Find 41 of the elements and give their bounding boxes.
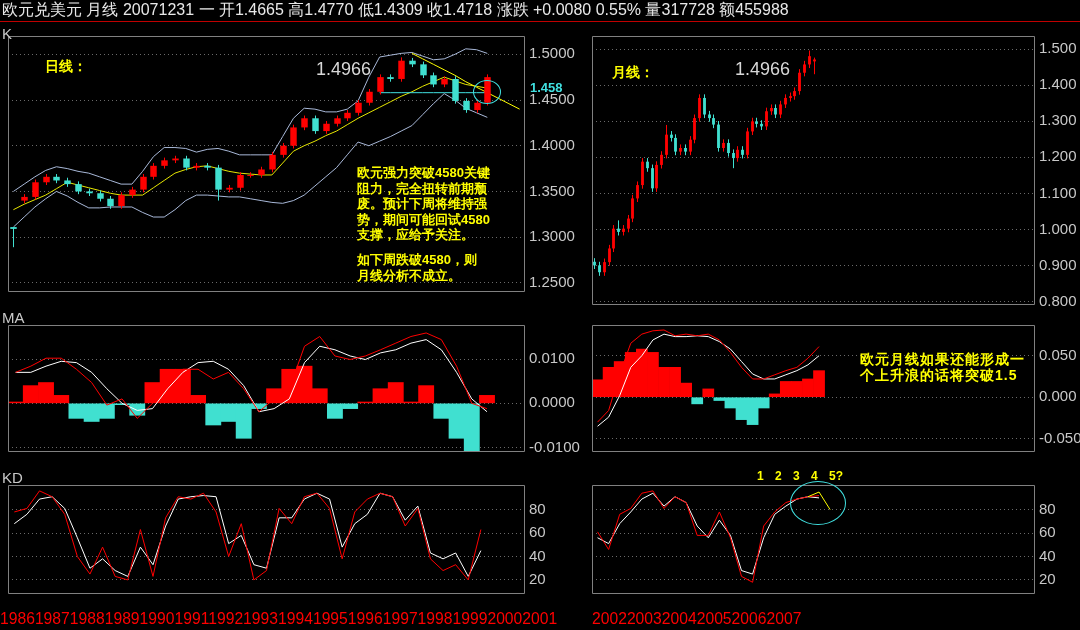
annotation: 1.4966 [316, 59, 372, 80]
y-tick-label: 1.400 [1039, 75, 1077, 93]
y-tick-label: 20 [529, 570, 546, 588]
y-tick-label: 20 [1039, 570, 1056, 588]
y-tick-label: 1.5000 [529, 44, 575, 62]
y-tick-label: 1.2500 [529, 273, 575, 290]
annotation: 欧元月线如果还能形成一个上升浪的话将突破1.5 [860, 351, 1026, 383]
y-tick-label: 0.0000 [529, 393, 575, 411]
y-tick-label: 60 [1039, 523, 1056, 541]
y-tick-label: 80 [529, 499, 546, 517]
annotation: 欧元强力突破4580关键阻力，完全扭转前期颓废。预计下周将维持强势，期间可能回试4580支撑，应给予关注。 [357, 165, 491, 243]
y-tick-label: 1.3000 [529, 227, 575, 245]
text: 1986198719881989199019911992199319941995199619971998199920002001 [0, 610, 558, 629]
annotation: 日线： [45, 58, 87, 75]
y-tick-label: 80 [1039, 499, 1056, 517]
annotation: 如下周跌破4580，则月线分析不成立。 [357, 252, 478, 283]
y-tick-label: 0.050 [1039, 345, 1077, 363]
y-tick-label: 0.0100 [529, 349, 575, 367]
annotation: 1.4966 [735, 59, 791, 80]
y-tick-label: 0.000 [1039, 387, 1077, 405]
text: 200220032004200520062007 [592, 610, 802, 629]
chart-title: MA [2, 309, 25, 327]
y-tick-label: 0.900 [1039, 255, 1077, 273]
y-tick-label: 1.3500 [529, 181, 575, 199]
y-tick-label: 1.300 [1039, 111, 1077, 129]
text: 欧元兑美元 月线 20071231 一 开1.4665 高1.4770 低1.4309 收1.4718 涨跌 +0.0080 0.55% 量317728 额455988 [2, 1, 789, 19]
y-tick-label: 1.100 [1039, 183, 1077, 201]
y-tick-label: 1.4000 [529, 135, 575, 153]
y-tick-label: 40 [529, 546, 546, 564]
y-tick-label: 1.000 [1039, 219, 1077, 237]
chart-title: K [2, 25, 13, 43]
text: 1.458 [530, 80, 563, 95]
y-tick-label: 1.200 [1039, 147, 1077, 165]
y-tick-label: 1.500 [1039, 39, 1077, 57]
chart-title: KD [2, 469, 23, 487]
y-tick-label: 40 [1039, 546, 1056, 564]
y-tick-label: 60 [529, 523, 546, 541]
annotation: 月线： [612, 64, 654, 81]
y-tick-label: -0.0100 [529, 437, 580, 455]
text: 1 2 3 4 5? [757, 469, 844, 484]
y-tick-label: 0.800 [1039, 291, 1077, 309]
